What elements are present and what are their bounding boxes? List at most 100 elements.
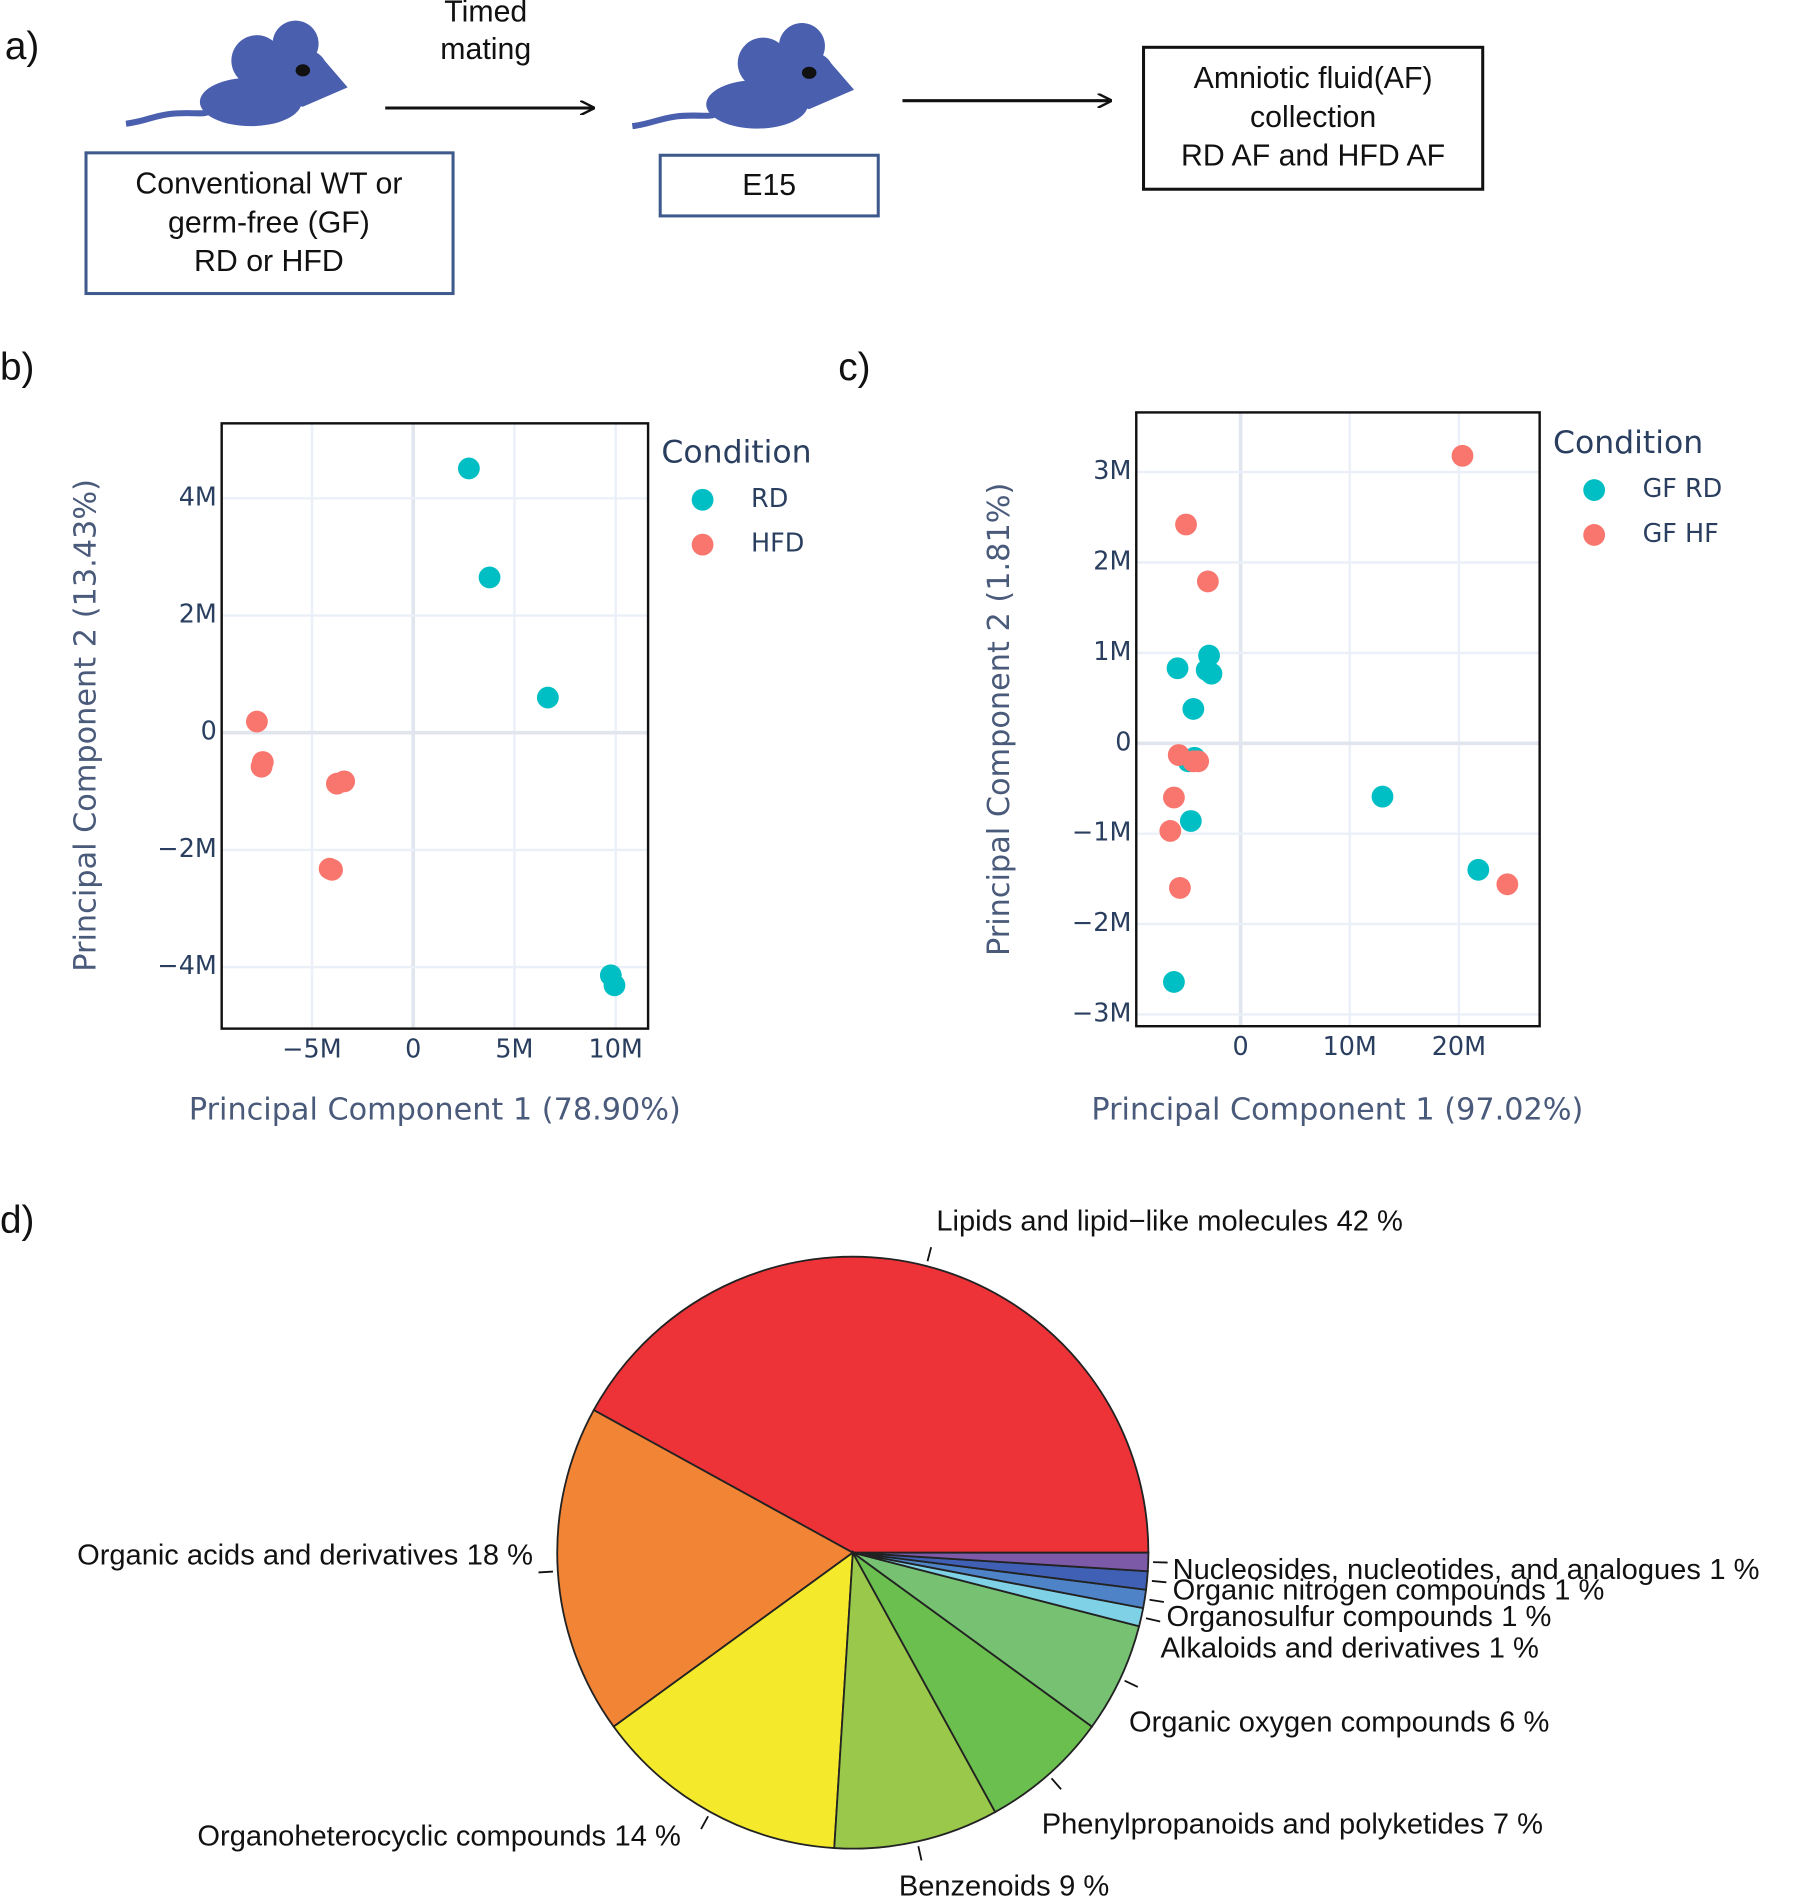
leader-line (1050, 1777, 1062, 1790)
legend-title: Condition (661, 435, 811, 471)
point (1179, 810, 1202, 832)
scatter-plot: −5M 0 5M 10M −4M −2M 0 2M 4M RD HFD Condition Princi… (69, 422, 812, 1128)
point (1169, 876, 1191, 899)
slice-category: Organic nitrogen compounds (1173, 1574, 1546, 1606)
box-text: germ-free (GF) (168, 206, 370, 239)
point (1451, 444, 1474, 467)
y-tick-label: 2M (179, 600, 217, 630)
point (1166, 657, 1189, 680)
leader-line (1124, 1679, 1139, 1688)
x-tick-label: 0 (405, 1034, 421, 1064)
mouse-icon (631, 23, 855, 130)
x-tick-label: −5M (282, 1034, 341, 1064)
panel-label: a) (5, 25, 39, 68)
slice-category: Nucleosides, nucleotides, and analogues (1173, 1554, 1701, 1586)
panel-label: c) (838, 346, 870, 389)
leader-line (926, 1246, 933, 1262)
point (1182, 698, 1205, 720)
leader-line (700, 1815, 709, 1830)
point (457, 457, 480, 480)
y-tick-label: −4M (157, 951, 216, 981)
slice-category: Organoheterocyclic compounds (197, 1820, 606, 1852)
y-tick-label: 3M (1093, 456, 1131, 486)
pie-slice (852, 1551, 1150, 1573)
slice-label: Organic acids and derivatives 18 % (77, 1539, 533, 1571)
box (84, 151, 455, 296)
mouse-icon (125, 20, 348, 127)
plot-frame (1135, 411, 1541, 1028)
x-tick-label: 20M (1432, 1032, 1486, 1062)
box-text: RD AF and HFD AF (1181, 140, 1445, 173)
y-tick-label: 0 (201, 717, 217, 747)
box-text: Conventional WT or (135, 168, 402, 201)
leader-line (538, 1570, 554, 1574)
slice-label: Organic nitrogen compounds 1 % (1173, 1574, 1605, 1606)
x-tick-label: 10M (1323, 1032, 1377, 1062)
pie-slice (833, 1549, 997, 1850)
slice-label: Alkaloids and derivatives 1 % (1160, 1632, 1538, 1664)
slice-label: Benzenoids 9 % (899, 1870, 1109, 1902)
point (246, 710, 268, 733)
slice-category: Phenylpropanoids and polyketides (1042, 1808, 1485, 1840)
point (1187, 750, 1210, 773)
box (658, 153, 880, 218)
y-tick-label: 0 (1115, 727, 1131, 757)
y-tick-label: 1M (1093, 637, 1131, 667)
point (333, 770, 356, 793)
legend-label: GF RD (1643, 474, 1723, 504)
x-tick-label: 10M (589, 1034, 643, 1064)
slice-label: Organoheterocyclic compounds 14 % (197, 1820, 680, 1852)
legend-title: Condition (1553, 425, 1703, 461)
panel-label: b) (0, 346, 34, 389)
box (1142, 45, 1485, 191)
point (603, 974, 626, 997)
pie-slice (612, 1550, 854, 1850)
arrow-label: Timed (444, 0, 527, 28)
point (1371, 785, 1394, 808)
x-tick-label: 0 (1233, 1032, 1249, 1062)
point (1496, 873, 1519, 896)
x-axis-title: Principal Component 1 (78.90%) (189, 1093, 681, 1128)
slice-value-label: 9 % (1059, 1870, 1109, 1902)
slice-value-label: 18 % (467, 1539, 533, 1571)
y-tick-label: 4M (179, 482, 217, 512)
point (1175, 513, 1197, 536)
slice-value-label: 1 % (1709, 1554, 1759, 1586)
point (321, 858, 343, 881)
point (1200, 662, 1223, 685)
y-tick-label: 2M (1093, 546, 1131, 576)
slice-label: Organosulfur compounds 1 % (1167, 1601, 1552, 1633)
point (250, 755, 273, 778)
panel-label: d) (0, 1199, 34, 1242)
legend-label: HFD (751, 529, 804, 559)
slice-value-label: 6 % (1499, 1706, 1549, 1738)
point (1163, 786, 1185, 809)
slice-label: Lipids and lipid−like molecules 42 % (936, 1205, 1402, 1237)
y-tick-label: −1M (1072, 818, 1131, 848)
slice-label: Organic oxygen compounds 6 % (1129, 1706, 1549, 1738)
box-text: E15 (742, 169, 796, 202)
slice-value-label: 1 % (1501, 1601, 1551, 1633)
slice-value-label: 14 % (615, 1820, 681, 1852)
y-axis-title: Principal Component 2 (13.43%) (69, 479, 104, 972)
leader-line (1151, 1580, 1167, 1584)
point (1196, 570, 1219, 593)
point (1163, 970, 1185, 993)
slice-category: Organic oxygen compounds (1129, 1706, 1491, 1738)
box-text: RD or HFD (194, 245, 344, 278)
slice-category: Organic acids and derivatives (77, 1539, 458, 1571)
y-tick-label: −3M (1072, 998, 1131, 1028)
slice-category: Benzenoids (899, 1870, 1051, 1902)
x-axis-title: Principal Component 1 (97.02%) (1091, 1093, 1583, 1128)
pie-slice (592, 1255, 1150, 1554)
arrow-label: mating (440, 33, 531, 66)
leader-line (1149, 1598, 1165, 1603)
slice-category: Alkaloids and derivatives (1160, 1632, 1480, 1664)
leader-line (917, 1846, 923, 1861)
y-tick-label: −2M (1072, 908, 1131, 938)
slice-label: Nucleosides, nucleotides, and analogues 1… (1173, 1554, 1760, 1586)
legend-marker (1583, 479, 1606, 501)
legend-label: GF HF (1643, 519, 1719, 549)
